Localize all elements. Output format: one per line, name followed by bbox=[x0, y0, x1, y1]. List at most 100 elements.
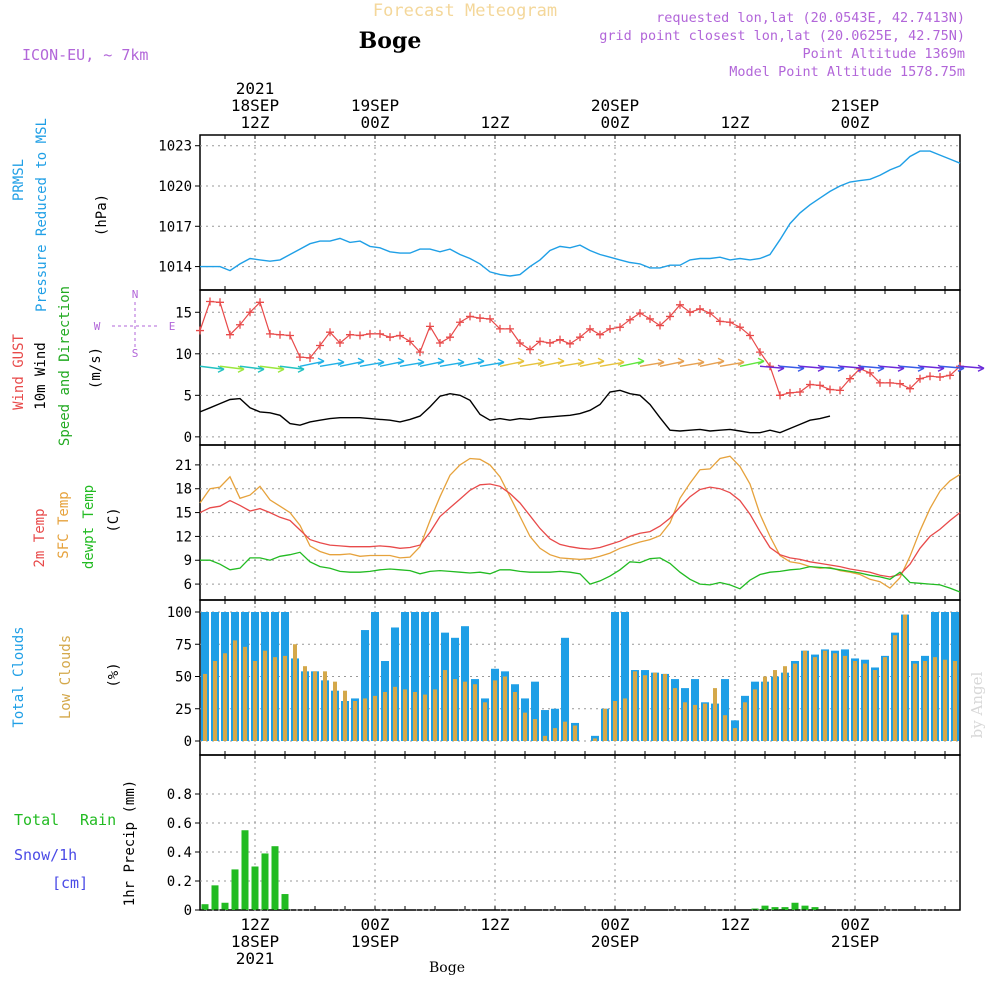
rain-bar bbox=[791, 902, 799, 910]
bottom-time-label: 00Z bbox=[601, 915, 630, 934]
low-cloud-bar bbox=[823, 650, 827, 741]
low-cloud-bar bbox=[873, 670, 877, 741]
low-cloud-bar bbox=[603, 708, 607, 741]
total-cloud-bar bbox=[721, 679, 729, 741]
panel-frame bbox=[199, 754, 961, 911]
y-tick-label: 1020 bbox=[158, 179, 192, 195]
gust-marker bbox=[836, 386, 844, 395]
label-rain: Rain bbox=[80, 811, 116, 829]
y-tick-label: 0.8 bbox=[167, 787, 192, 803]
rain-bar bbox=[781, 907, 789, 910]
gust-marker bbox=[826, 385, 834, 394]
compass-n: N bbox=[132, 288, 139, 301]
wind-direction-arrow bbox=[399, 361, 425, 367]
y-tick-label: 100 bbox=[167, 605, 192, 621]
low-cloud-bar bbox=[803, 650, 807, 741]
gust-marker bbox=[556, 335, 564, 344]
y-tick-label: 1023 bbox=[158, 139, 192, 155]
gust-marker bbox=[586, 324, 594, 333]
top-time-label: 19SEP bbox=[351, 96, 399, 115]
low-cloud-bar bbox=[863, 663, 867, 741]
y-tick-label: 25 bbox=[175, 702, 192, 718]
wind-direction-arrowhead bbox=[597, 357, 605, 365]
wind-direction-arrow bbox=[879, 365, 905, 369]
top-time-label: 2021 bbox=[236, 79, 275, 98]
wind-direction-arrowhead bbox=[357, 357, 365, 365]
low-cloud-bar bbox=[203, 673, 207, 741]
total-cloud-bar bbox=[541, 710, 549, 741]
low-cloud-bar bbox=[813, 657, 817, 741]
y-tick-label: 75 bbox=[175, 637, 192, 653]
rain-bar bbox=[201, 904, 209, 910]
panel-precip: 0 0.2 0.4 0.6 0.8 bbox=[167, 754, 961, 919]
low-cloud-bar bbox=[223, 653, 227, 741]
low-cloud-bar bbox=[283, 655, 287, 741]
low-cloud-bar bbox=[423, 694, 427, 741]
gust-marker bbox=[746, 331, 754, 340]
low-cloud-bar bbox=[373, 695, 377, 741]
gust-marker bbox=[366, 329, 374, 338]
wind-direction-arrowhead bbox=[637, 357, 645, 365]
top-time-label: 21SEP bbox=[831, 96, 879, 115]
low-cloud-bar bbox=[383, 691, 387, 741]
gust-marker bbox=[776, 391, 784, 400]
gust-marker bbox=[546, 339, 554, 347]
gust-marker bbox=[236, 320, 244, 329]
gust-marker bbox=[406, 337, 414, 346]
y-tick-label: 0.2 bbox=[167, 874, 192, 890]
label-snow: Snow/1h bbox=[14, 846, 77, 864]
gust-marker bbox=[786, 388, 794, 397]
bottom-time-label: 2021 bbox=[236, 949, 275, 968]
low-cloud-bar bbox=[213, 661, 217, 741]
wind-direction-arrow bbox=[459, 360, 485, 367]
label-c: (C) bbox=[106, 507, 122, 532]
wind-direction-arrowhead bbox=[557, 357, 565, 365]
gust-marker bbox=[386, 333, 394, 342]
gust-marker bbox=[466, 312, 474, 321]
low-cloud-bar bbox=[293, 644, 297, 741]
rain-bar bbox=[771, 907, 779, 910]
gust-marker bbox=[606, 324, 614, 333]
temp-2m-line bbox=[199, 483, 961, 578]
gust-marker bbox=[326, 328, 334, 337]
chart-title-faint: Forecast Meteogram bbox=[373, 1, 557, 21]
watermark: by Angel bbox=[968, 671, 986, 738]
bottom-time-label: 12Z bbox=[721, 915, 750, 934]
wind-direction-arrow bbox=[599, 361, 625, 367]
low-cloud-bar bbox=[263, 650, 267, 741]
gust-marker bbox=[356, 331, 364, 340]
gust-marker bbox=[626, 315, 634, 324]
gust-marker bbox=[216, 298, 224, 307]
rain-bar bbox=[231, 869, 239, 910]
wind-direction-arrow bbox=[859, 365, 885, 369]
wind-direction-arrow bbox=[619, 360, 645, 367]
wind-direction-arrowhead bbox=[737, 358, 745, 366]
y-tick-label: 0.6 bbox=[167, 816, 192, 832]
wind-direction-arrow bbox=[819, 365, 845, 369]
wind-direction-arrowhead bbox=[397, 357, 405, 365]
label-2m-temp: 2m Temp bbox=[32, 508, 48, 567]
y-tick-label: 0 bbox=[184, 903, 192, 919]
low-cloud-bar bbox=[363, 698, 367, 741]
gust-marker bbox=[306, 353, 314, 362]
low-cloud-bar bbox=[833, 653, 837, 741]
low-cloud-bar bbox=[703, 703, 707, 741]
gust-marker bbox=[696, 304, 704, 313]
gust-marker bbox=[446, 333, 454, 342]
low-cloud-bar bbox=[313, 671, 317, 741]
wind-speed-line bbox=[199, 389, 831, 434]
rain-bar bbox=[211, 885, 219, 910]
wind-direction-arrow bbox=[439, 361, 465, 367]
wind-direction-arrow bbox=[639, 361, 665, 367]
top-time-label: 12Z bbox=[241, 113, 270, 132]
gust-marker bbox=[866, 368, 874, 377]
low-cloud-bar bbox=[953, 661, 957, 741]
cloud-labels: Total Clouds Low Clouds (%) bbox=[11, 626, 122, 727]
total-cloud-bar bbox=[401, 612, 409, 741]
low-cloud-bar bbox=[563, 721, 567, 741]
label-hpa: (hPa) bbox=[94, 194, 110, 236]
gust-marker bbox=[846, 374, 854, 383]
total-cloud-bar bbox=[391, 627, 399, 741]
wind-direction-arrow bbox=[919, 365, 945, 369]
